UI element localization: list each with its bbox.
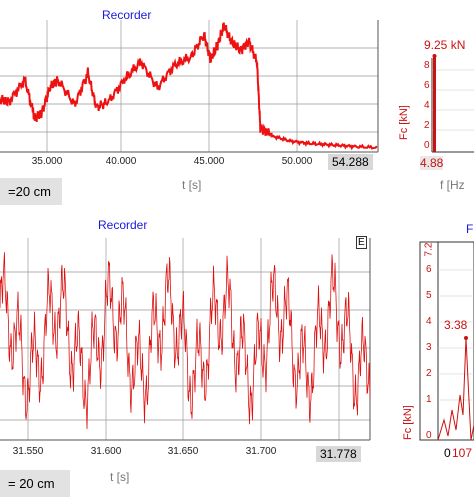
top-xtick-3: 45.000 [193, 156, 225, 167]
bottom-series-line [0, 252, 371, 430]
bottom-spectrum-ytick-6: 6 [426, 264, 432, 275]
top-spectrum-x-axis-label: f [Hz [440, 178, 465, 192]
bottom-spectrum-x-value2: 107 [452, 446, 473, 460]
bottom-spectrum-peak-label: 3.38 [444, 318, 468, 332]
bottom-chart-title: Recorder [98, 218, 148, 232]
bottom-spectrum-title-fragment: F [466, 222, 474, 236]
top-spectrum-ytick-8: 8 [424, 60, 430, 71]
top-spectrum-ytick-6: 6 [424, 80, 430, 91]
top-series-line [0, 22, 378, 151]
top-spectrum-peak-marker [432, 54, 437, 58]
bottom-corner-box[interactable]: E [356, 236, 367, 249]
top-spectrum-y-axis-label: Fc [kN] [398, 105, 410, 140]
bottom-chart-grid [0, 238, 371, 441]
bottom-info-box: = 20 cm [0, 470, 70, 497]
bottom-xtick-1: 31.550 [12, 446, 44, 457]
bottom-spectrum-ytick-0: 0 [426, 430, 432, 441]
chart-canvas [0, 20, 474, 441]
top-chart-title: Recorder [102, 8, 152, 22]
bottom-xtick-2: 31.600 [90, 446, 122, 457]
bottom-x-axis-label: t [s] [110, 470, 130, 484]
bottom-xtick-4: 31.700 [245, 446, 277, 457]
top-xtick-4: 50.000 [281, 156, 313, 167]
bottom-spectrum-ytick-3: 3 [426, 342, 432, 353]
bottom-current-time-value: 31.778 [316, 446, 361, 462]
bottom-spectrum-plot [419, 241, 474, 441]
top-spectrum-ytick-2: 2 [424, 120, 430, 131]
top-spectrum-peak-label: 9.25 kN [424, 38, 466, 52]
bottom-spectrum-y-axis-label: Fc [kN] [402, 405, 414, 440]
bottom-spectrum-ymax-label: 7.2 [423, 242, 435, 257]
top-info-box: =20 cm [0, 178, 62, 205]
top-spectrum-x-value: 4.88 [420, 156, 444, 170]
top-current-time-value: 54.288 [328, 154, 373, 170]
top-spectrum-plot [431, 54, 474, 153]
bottom-xtick-3: 31.650 [167, 446, 199, 457]
top-spectrum-ytick-0: 0 [424, 140, 430, 151]
bottom-spectrum-line [437, 337, 474, 441]
top-x-axis-label: t [s] [182, 178, 202, 192]
top-xtick-1: 35.000 [31, 156, 63, 167]
top-chart-grid [0, 20, 379, 153]
bottom-spectrum-ytick-2: 2 [426, 368, 432, 379]
top-spectrum-ytick-4: 4 [424, 100, 430, 111]
top-xtick-2: 40.000 [105, 156, 137, 167]
top-spectrum-peak-bar [433, 56, 436, 152]
bottom-spectrum-x-value: 0 [444, 446, 451, 460]
bottom-spectrum-peak-marker [464, 336, 468, 340]
bottom-spectrum-ytick-4: 4 [426, 316, 432, 327]
bottom-spectrum-ytick-1: 1 [426, 394, 432, 405]
bottom-spectrum-ytick-5: 5 [426, 290, 432, 301]
